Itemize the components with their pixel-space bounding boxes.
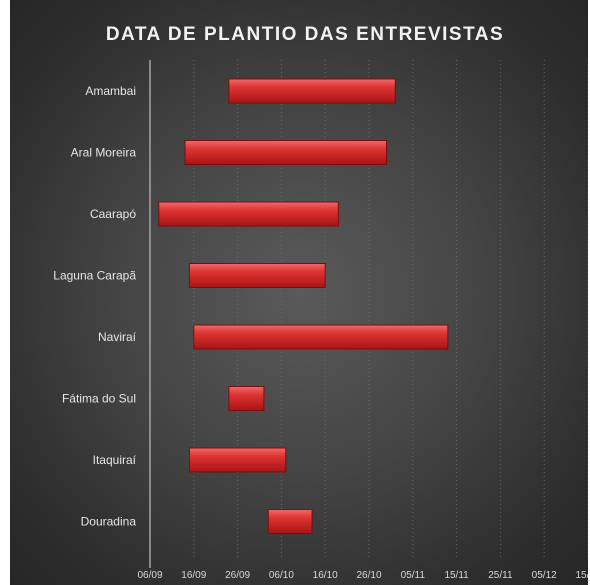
bar [188, 263, 326, 288]
bars [158, 78, 449, 534]
bar [267, 509, 313, 534]
x-tick-label: 16/10 [313, 570, 338, 581]
x-tick-label: 15/11 [444, 570, 469, 581]
category-labels: Amambai Aral Moreira Caarapó Laguna Carapã N… [53, 84, 136, 529]
category-label: Naviraí [98, 330, 137, 344]
x-tick-label: 16/09 [181, 570, 206, 581]
x-tick-label: 26/09 [225, 570, 250, 581]
category-label: Itaquiraí [93, 453, 137, 467]
x-tick-label: 05/12 [532, 570, 557, 581]
x-tick-label: 26/10 [356, 570, 381, 581]
bar [184, 140, 388, 165]
x-tick-label: 25/11 [488, 570, 513, 581]
bar [193, 324, 449, 350]
category-label: Douradina [81, 515, 137, 529]
category-label: Fátima do Sul [62, 392, 136, 406]
grid-lines [149, 60, 588, 568]
x-tick-label: 15/12 [575, 570, 588, 581]
chart-area: DATA DE PLANTIO DAS ENTREVISTAS Amambai A… [10, 0, 588, 585]
x-tick-labels: 06/09 16/09 26/09 06/10 16/10 26/10 05/11 15/11… [137, 570, 588, 581]
category-label: Amambai [85, 84, 136, 98]
category-label: Aral Moreira [71, 146, 137, 160]
bar [228, 78, 396, 104]
bar [188, 447, 287, 473]
chart-title: DATA DE PLANTIO DAS ENTREVISTAS [106, 24, 504, 45]
x-tick-label: 06/10 [269, 570, 294, 581]
x-tick-label: 06/09 [137, 570, 162, 581]
category-label: Laguna Carapã [53, 269, 136, 283]
category-label: Caarapó [90, 207, 136, 221]
x-tick-label: 05/11 [401, 570, 426, 581]
gantt-chart: DATA DE PLANTIO DAS ENTREVISTAS AmambaiA… [53, 24, 588, 581]
bar [228, 386, 265, 411]
bar [158, 201, 339, 227]
